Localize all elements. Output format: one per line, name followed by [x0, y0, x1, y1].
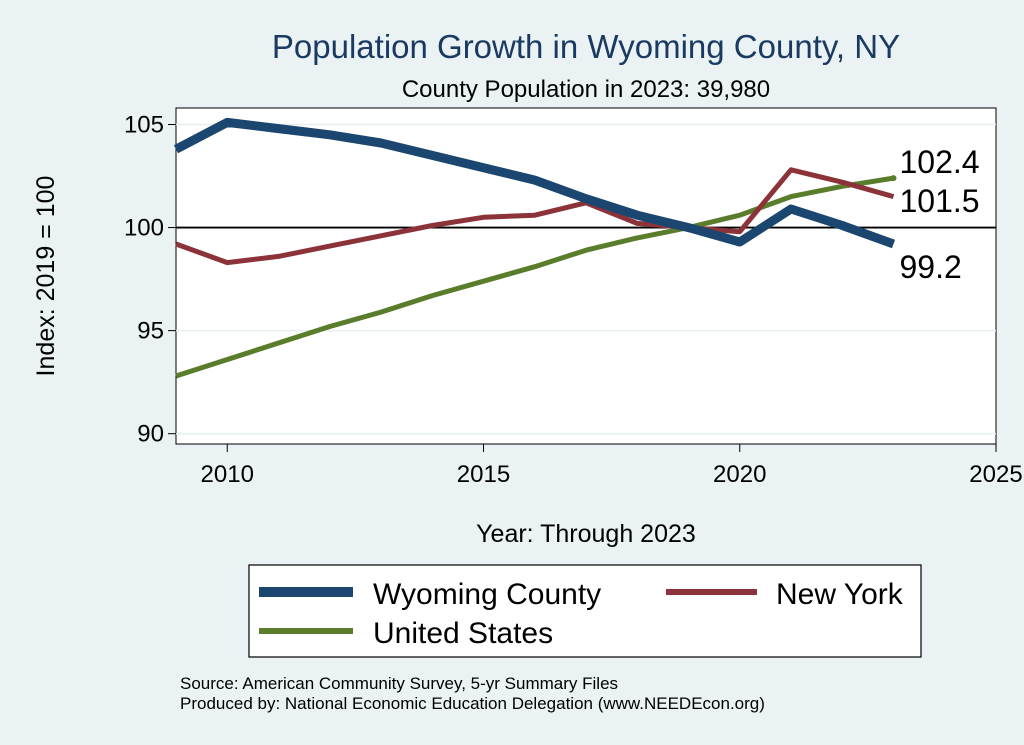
y-tick-label: 100 — [124, 215, 164, 242]
x-axis: 2010 2015 2020 2025 — [201, 444, 1023, 488]
series-line-united-states — [175, 175, 894, 379]
x-tick-label: 2010 — [201, 461, 254, 488]
producer-note: Produced by: National Economic Education… — [180, 694, 765, 713]
legend: Wyoming County New York United States — [259, 578, 904, 650]
legend-label: New York — [776, 578, 904, 611]
y-tick-label: 105 — [124, 111, 164, 138]
x-tick-label: 2015 — [457, 461, 510, 488]
end-label-wyoming-county: 99.2 — [900, 249, 962, 285]
source-note: Source: American Community Survey, 5-yr … — [180, 674, 618, 693]
series-line-new-york — [175, 167, 895, 266]
legend-box — [248, 564, 922, 658]
chart-subtitle: County Population in 2023: 39,980 — [402, 76, 770, 103]
y-tick-label: 95 — [137, 318, 164, 345]
plot-area — [175, 107, 997, 445]
end-label-new-york: 101.5 — [900, 183, 980, 219]
x-tick-label: 2025 — [969, 461, 1022, 488]
series-lines — [173, 117, 896, 379]
legend-label: Wyoming County — [373, 578, 601, 611]
chart-title: Population Growth in Wyoming County, NY — [272, 28, 900, 65]
x-axis-title: Year: Through 2023 — [476, 520, 696, 548]
y-axis: 90 95 100 105 — [124, 111, 176, 448]
end-label-united-states: 102.4 — [900, 144, 980, 180]
series-line-wyoming-county — [173, 117, 896, 249]
series-end-marker — [890, 175, 897, 182]
x-tick-label: 2020 — [713, 461, 766, 488]
y-axis-title: Index: 2019 = 100 — [32, 176, 60, 377]
y-tick-label: 90 — [137, 421, 164, 448]
legend-label: United States — [373, 617, 553, 650]
